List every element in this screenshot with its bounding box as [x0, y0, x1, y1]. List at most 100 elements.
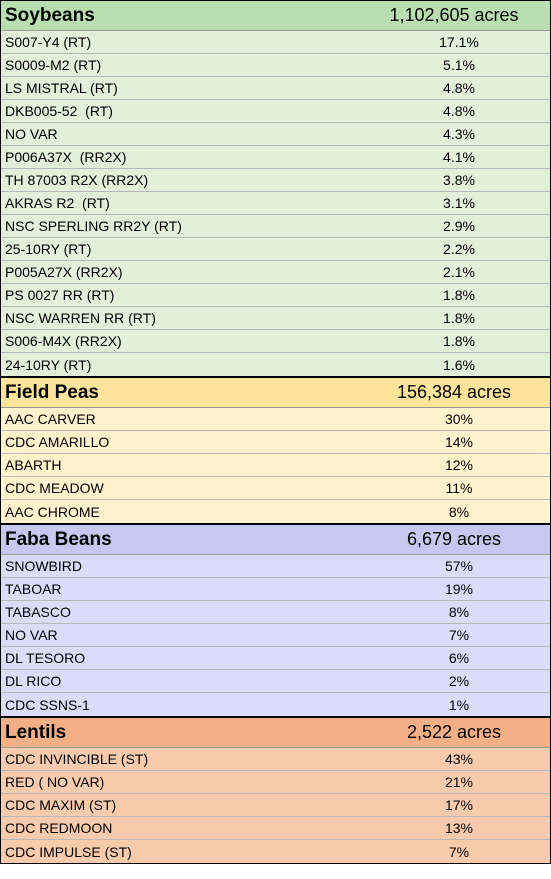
variety-share: 43% — [444, 751, 474, 767]
variety-name: CDC MAXIM (ST) — [5, 797, 117, 813]
variety-name: 25-10RY (RT) — [5, 241, 92, 257]
section-header: Soybeans 1,102,605 acres — [1, 1, 550, 31]
crop-acres: 6,679 acres — [406, 529, 502, 549]
table-row: CDC SSNS-1 1% — [1, 693, 550, 716]
variety-share: 21% — [444, 774, 474, 790]
table-row: ABARTH 12% — [1, 454, 550, 477]
variety-name: NO VAR — [5, 627, 58, 643]
crop-acres: 1,102,605 acres — [389, 5, 519, 25]
section-field-peas: Field Peas 156,384 acres AAC CARVER 30% CDC … — [1, 378, 550, 525]
variety-name: S007-Y4 (RT) — [5, 34, 92, 50]
variety-share: 1.6% — [443, 356, 475, 373]
variety-share: 2.9% — [443, 218, 475, 234]
variety-share: 30% — [444, 411, 474, 427]
section-lentils: Lentils 2,522 acres CDC INVINCIBLE (ST) 43%… — [1, 718, 550, 864]
variety-share: 1.8% — [443, 287, 475, 303]
crop-name: Lentils — [5, 721, 67, 743]
crop-acres: 156,384 acres — [396, 382, 512, 402]
variety-share: 17% — [444, 797, 474, 813]
variety-share: 4.3% — [443, 126, 475, 142]
variety-share: 7% — [448, 843, 470, 860]
table-row: DL RICO 2% — [1, 670, 550, 693]
table-row: AKRAS R2 (RT) 3.1% — [1, 192, 550, 215]
table-row: 24-10RY (RT) 1.6% — [1, 353, 550, 376]
variety-name: PS 0027 RR (RT) — [5, 287, 115, 303]
variety-name: TABASCO — [5, 604, 71, 620]
table-row: CDC IMPULSE (ST) 7% — [1, 840, 550, 863]
variety-name: NSC SPERLING RR2Y (RT) — [5, 218, 182, 234]
table-row: AAC CARVER 30% — [1, 408, 550, 431]
variety-name: S006-M4X (RR2X) — [5, 333, 122, 349]
variety-name: P006A37X (RR2X) — [5, 149, 127, 165]
table-row: P006A37X (RR2X) 4.1% — [1, 146, 550, 169]
table-row: S0009-M2 (RT) 5.1% — [1, 54, 550, 77]
crop-name: Faba Beans — [5, 528, 112, 550]
variety-share: 11% — [445, 480, 473, 496]
crop-acres: 2,522 acres — [406, 722, 502, 742]
table-row: PS 0027 RR (RT) 1.8% — [1, 284, 550, 307]
variety-share: 4.1% — [443, 149, 475, 165]
variety-name: DL TESORO — [5, 650, 86, 666]
variety-share: 3.1% — [443, 195, 475, 211]
variety-share: 1.8% — [443, 310, 475, 326]
variety-name: CDC INVINCIBLE (ST) — [5, 751, 149, 767]
variety-name: TABOAR — [5, 581, 62, 597]
table-row: TH 87003 R2X (RR2X) 3.8% — [1, 169, 550, 192]
variety-share: 1.8% — [443, 333, 475, 349]
variety-name: 24-10RY (RT) — [5, 356, 92, 373]
variety-share: 8% — [448, 503, 470, 520]
variety-list: S007-Y4 (RT) 17.1% S0009-M2 (RT) 5.1% LS MIS… — [1, 31, 550, 376]
section-header: Field Peas 156,384 acres — [1, 378, 550, 408]
variety-share: 5.1% — [443, 57, 475, 73]
variety-share: 13% — [444, 820, 474, 836]
variety-name: AAC CARVER — [5, 411, 96, 427]
section-header: Faba Beans 6,679 acres — [1, 525, 550, 555]
variety-list: SNOWBIRD 57% TABOAR 19% TABASCO 8% NO VAR 7% DL … — [1, 555, 550, 716]
variety-share: 2.2% — [443, 241, 475, 257]
variety-name: ABARTH — [5, 457, 62, 473]
variety-name: AKRAS R2 (RT) — [5, 195, 110, 211]
variety-name: NSC WARREN RR (RT) — [5, 310, 156, 326]
variety-name: DL RICO — [5, 673, 62, 689]
table-row: TABOAR 19% — [1, 578, 550, 601]
variety-name: S0009-M2 (RT) — [5, 57, 102, 73]
variety-name: P005A27X (RR2X) — [5, 264, 123, 280]
section-faba-beans: Faba Beans 6,679 acres SNOWBIRD 57% TABOAR 19… — [1, 525, 550, 718]
table-row: AAC CHROME 8% — [1, 500, 550, 523]
variety-name: SNOWBIRD — [5, 558, 82, 574]
variety-name: NO VAR — [5, 126, 58, 142]
variety-name: AAC CHROME — [5, 503, 100, 520]
table-row: CDC INVINCIBLE (ST) 43% — [1, 748, 550, 771]
variety-share: 19% — [444, 581, 474, 597]
table-row: NSC WARREN RR (RT) 1.8% — [1, 307, 550, 330]
variety-share: 3.8% — [443, 172, 475, 188]
section-header: Lentils 2,522 acres — [1, 718, 550, 748]
variety-name: DKB005-52 (RT) — [5, 103, 113, 119]
variety-name: TH 87003 R2X (RR2X) — [5, 172, 149, 188]
table-row: CDC MEADOW 11% — [1, 477, 550, 500]
variety-name: CDC AMARILLO — [5, 434, 110, 450]
variety-name: CDC MEADOW — [5, 480, 104, 496]
variety-name: CDC IMPULSE (ST) — [5, 843, 132, 860]
variety-share: 4.8% — [443, 103, 475, 119]
variety-share: 1% — [448, 696, 470, 713]
table-row: S007-Y4 (RT) 17.1% — [1, 31, 550, 54]
table-row: DL TESORO 6% — [1, 647, 550, 670]
variety-share: 12% — [444, 457, 474, 473]
table-row: TABASCO 8% — [1, 601, 550, 624]
table-row: S006-M4X (RR2X) 1.8% — [1, 330, 550, 353]
crop-name: Soybeans — [5, 4, 95, 26]
variety-name: CDC SSNS-1 — [5, 696, 90, 713]
table-row: 25-10RY (RT) 2.2% — [1, 238, 550, 261]
variety-name: RED ( NO VAR) — [5, 774, 105, 790]
table-row: NO VAR 4.3% — [1, 123, 550, 146]
variety-name: LS MISTRAL (RT) — [5, 80, 118, 96]
variety-share: 17.1% — [439, 34, 479, 50]
section-soybeans: Soybeans 1,102,605 acres S007-Y4 (RT) 17.1%… — [1, 1, 550, 378]
variety-share: 2% — [448, 673, 470, 689]
variety-list: CDC INVINCIBLE (ST) 43% RED ( NO VAR) 21% CD… — [1, 748, 550, 863]
variety-share: 8% — [448, 604, 470, 620]
table-row: CDC AMARILLO 14% — [1, 431, 550, 454]
table-row: NO VAR 7% — [1, 624, 550, 647]
